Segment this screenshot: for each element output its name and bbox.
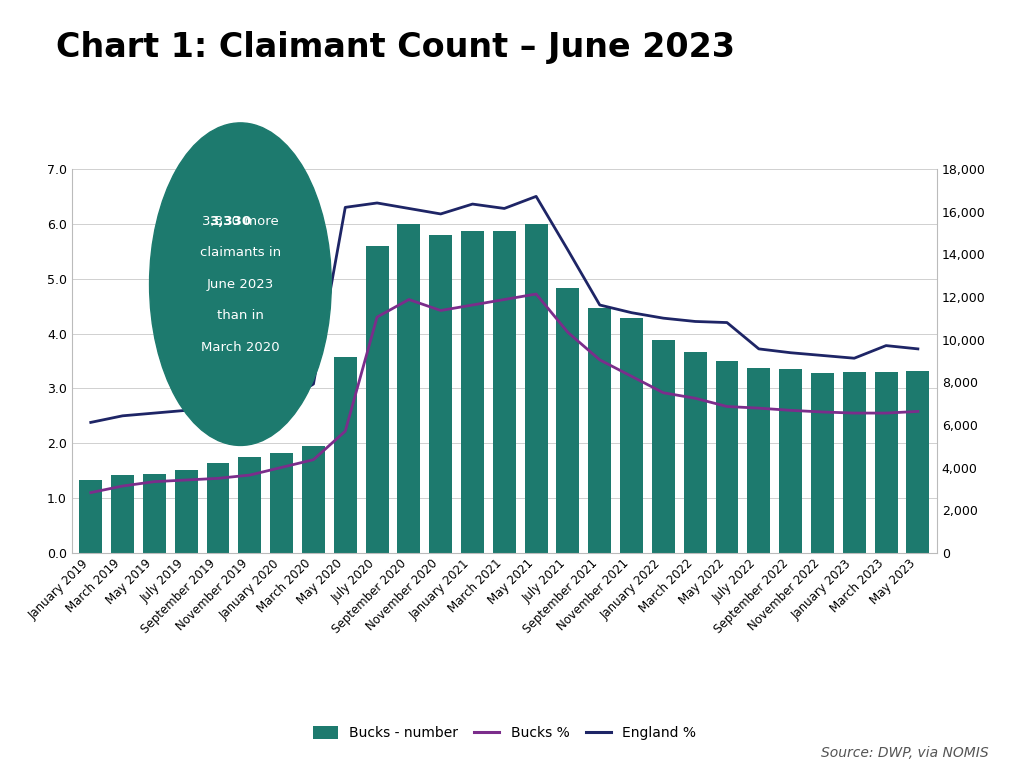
Bar <box>143 474 166 553</box>
Bar <box>906 371 930 553</box>
Bar <box>779 369 802 553</box>
Bar <box>175 470 198 553</box>
Bar <box>334 356 356 553</box>
Bar <box>112 475 134 553</box>
Bar <box>366 246 388 553</box>
Text: 3,330: 3,330 <box>209 215 251 227</box>
Bar <box>748 369 770 553</box>
Bar <box>589 308 611 553</box>
Bar <box>302 446 325 553</box>
Bar <box>621 318 643 553</box>
Text: March 2020: March 2020 <box>201 341 280 353</box>
Text: June 2023: June 2023 <box>207 278 274 290</box>
Text: 3,330 more: 3,330 more <box>202 215 279 227</box>
Bar <box>207 463 229 553</box>
Bar <box>874 372 897 553</box>
Bar <box>79 481 102 553</box>
Bar <box>843 372 865 553</box>
Bar <box>556 289 580 553</box>
Text: than in: than in <box>217 310 264 322</box>
Bar <box>429 235 453 553</box>
Bar <box>524 224 548 553</box>
Bar <box>493 231 516 553</box>
Bar <box>716 361 738 553</box>
Text: claimants in: claimants in <box>200 247 281 259</box>
Bar <box>684 353 707 553</box>
Bar <box>397 224 420 553</box>
Text: Chart 1: Claimant Count – June 2023: Chart 1: Claimant Count – June 2023 <box>56 31 735 64</box>
Text: Source: DWP, via NOMIS: Source: DWP, via NOMIS <box>820 746 988 760</box>
Bar <box>652 339 675 553</box>
Bar <box>239 457 261 553</box>
Bar <box>811 372 834 553</box>
Legend: Bucks - number, Bucks %, England %: Bucks - number, Bucks %, England % <box>307 720 701 746</box>
Ellipse shape <box>150 123 332 445</box>
Bar <box>461 231 484 553</box>
Bar <box>270 452 293 553</box>
